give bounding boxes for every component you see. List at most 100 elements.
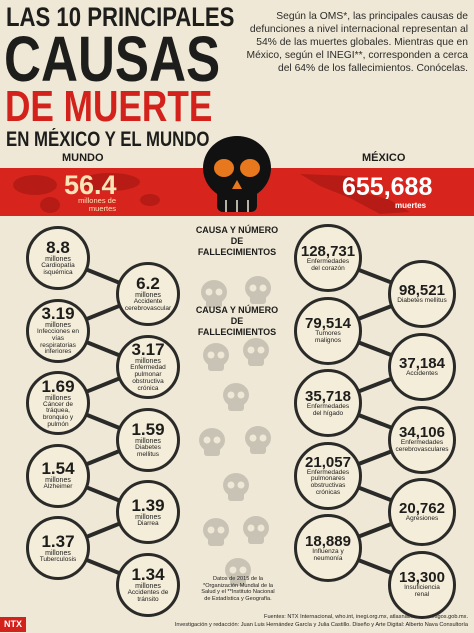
cause: Accidentes de tránsito [127,588,169,603]
mexico-circle: 128,731 Enfermedades del corazón [294,224,362,292]
mexico-label: MÉXICO [362,152,406,164]
world-circle: 6.2 millones Accidente cerebrovascular [116,262,180,327]
value: 1.54 [41,459,75,479]
unit: millones [135,437,161,445]
skull-jaw [228,491,244,501]
center-label: CAUSA Y NÚMERO DE FALLECIMIENTOS [195,305,279,337]
skull-eye [249,434,257,442]
skull-icon [203,518,229,546]
mexico-circle: 18,889 Influenza y neumonía [294,514,362,583]
value: 13,300 [399,569,445,587]
world-circle: 8.8 millones Cardiopatía isquémica [26,226,90,290]
credits-research: Investigación y redacción: Juan Luis Her… [174,622,351,628]
cause: Diarrea [137,519,159,527]
mexico-circle: 79,514 Tumores malignos [294,296,362,365]
value: 1.34 [131,564,165,584]
skull-head [201,280,227,304]
world-circle: 1.37 millones Tuberculosis [26,516,90,581]
skull-icon [203,343,229,371]
skull-icon [243,338,269,366]
skull-icon [243,516,269,544]
skull-jaw [208,536,224,546]
value: 35,718 [305,387,351,405]
skull-head [199,428,225,452]
title-line: EN MÉXICO Y EL MUNDO [6,128,210,151]
skull-head [223,473,249,497]
cause: Enfermedad pulmonar obstructiva crónica [130,364,166,392]
credits: Investigación y redacción: Juan Luis Her… [175,622,468,628]
skull-eye [247,346,255,354]
world-circle: 1.39 millones Diarrea [116,480,180,545]
value: 98,521 [399,282,445,300]
value: 34,106 [399,424,445,442]
value: 1.39 [131,495,165,515]
skull-eye [237,391,245,399]
title-line: DE MUERTE [5,82,213,131]
cause: Infecciones en vías respiratorias inferi… [37,327,79,356]
skull-icon [201,280,227,308]
title-line: CAUSAS [4,23,221,95]
world-circle: 1.54 millones Alzheimer [26,443,90,508]
world-circle: 1.59 millones Diabetes mellitus [116,407,180,472]
cause: Accidentes [406,369,438,377]
unit: millones [135,582,161,590]
mexico-circle: 34,106 Enfermedades cerebrovasculares [388,405,456,474]
value: 1.59 [131,419,165,439]
world-unit: millones de muertes [78,196,116,213]
credits-design: Diseño y Arte Digital: Alberto Nava Cons… [352,622,468,628]
skull-eye [259,434,267,442]
value: 21,057 [305,453,351,471]
skull-eye [229,566,237,574]
skull-eye [237,481,245,489]
unit: millones [135,513,161,521]
world-circle: 1.69 millones Cáncer de tráquea, bronquio … [26,371,90,436]
world-circle: 3.17 millones Enfermedad pulmonar obstruct… [116,334,180,399]
connectors [52,256,428,587]
skull-eye [207,526,215,534]
data-note: Datos de 2015 de la *Organización Mundia… [201,576,275,602]
skull-head [203,518,229,542]
skull-head [243,516,269,540]
value: 1.37 [41,531,75,551]
skull-eye [247,524,255,532]
skull-eye [227,391,235,399]
skull-eye [239,566,247,574]
value: 18,889 [305,533,351,551]
skull-jaw [248,356,264,366]
skull-jaw [250,444,266,454]
skull-eye [217,351,225,359]
mexico-circle: 35,718 Enfermedades del hígado [294,369,362,438]
mexico-circle: 20,762 Agresiones [388,478,456,547]
mexico-unit: muertes [395,201,427,210]
center-label: CAUSA Y NÚMERO DE FALLECIMIENTOS [195,225,279,257]
skull-eye [215,288,223,296]
background-skulls [199,276,271,586]
mexico-circle: 21,057 Enfermedades pulmonares obstructiv… [294,441,362,510]
skull-jaw [228,401,244,411]
skull-jaw [208,361,224,371]
cause: Diabetes mellitus [135,443,161,458]
cause: Insuficiencia renal [404,584,440,599]
world-circle: 1.34 millones Accidentes de tránsito [116,552,180,617]
skull-eye [257,346,265,354]
cause: Accidente cerebrovascular [124,298,172,313]
world-total: 56.4 [64,170,117,200]
world-map [13,173,160,213]
skull-icon [199,428,225,456]
skull-head [245,276,271,300]
sources: Fuentes: NTX Internacional, who.int, ine… [264,614,468,620]
value: 79,514 [305,315,351,333]
skull-eye [257,524,265,532]
skull-eye [249,284,257,292]
skull-jaw [250,294,266,304]
skull-jaw [206,298,222,308]
skull-eye [205,288,213,296]
mexico-map [300,174,410,214]
value: 20,762 [399,500,445,518]
world-label: MUNDO [62,152,104,164]
cause: Tuberculosis [39,555,77,563]
logo: NTX [0,617,26,632]
value: 128,731 [300,242,356,260]
